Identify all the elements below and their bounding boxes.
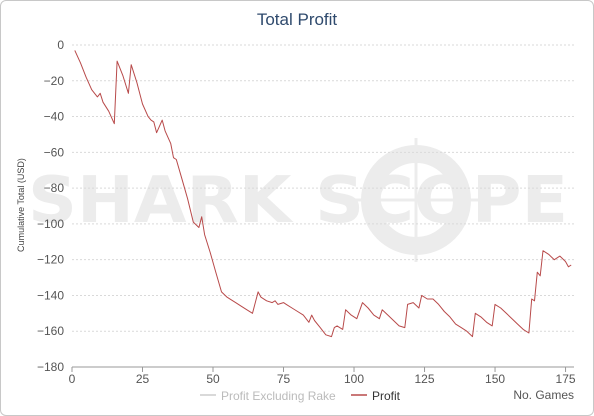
y-tick-label: 0 [57,38,64,52]
y-tick-label: −100 [37,217,64,231]
legend-label: Profit [372,389,401,403]
x-tick-label: 75 [277,372,291,386]
legend-label: Profit Excluding Rake [221,389,336,403]
y-tick-label: −40 [44,110,65,124]
y-tick-label: −180 [37,360,64,374]
x-tick-label: 0 [69,372,76,386]
y-tick-label: −60 [44,145,65,159]
x-tick-label: 25 [136,372,150,386]
y-tick-label: −20 [44,74,65,88]
series-lines [74,50,572,338]
x-tick-label: 125 [415,372,435,386]
x-tick-label: 175 [556,372,576,386]
x-tick-label: 50 [206,372,220,386]
x-tick-label: 150 [485,372,505,386]
y-axis-label: Cumulative Total (USD) [16,158,26,252]
y-tick-label: −80 [44,181,65,195]
legend-item-profit[interactable]: Profit [351,389,401,403]
y-tick-label: −160 [37,324,64,338]
x-axis-label: No. Games [513,388,574,402]
y-axis-ticks: 0 −20 −40 −60 −80 −100 −120 −140 −160 −180 [37,38,64,374]
chart-title: Total Profit [257,10,338,29]
watermark: SHARK SCOPE [28,164,568,238]
y-tick-label: −140 [37,288,64,302]
legend-item-profit-excluding-rake[interactable]: Profit Excluding Rake [200,389,336,403]
x-axis-ticks: 0 25 50 75 100 125 150 175 [69,367,576,386]
x-tick-label: 100 [344,372,364,386]
series-line-profit [74,50,572,338]
watermark-crosshair [354,138,478,262]
y-tick-label: −120 [37,253,64,267]
